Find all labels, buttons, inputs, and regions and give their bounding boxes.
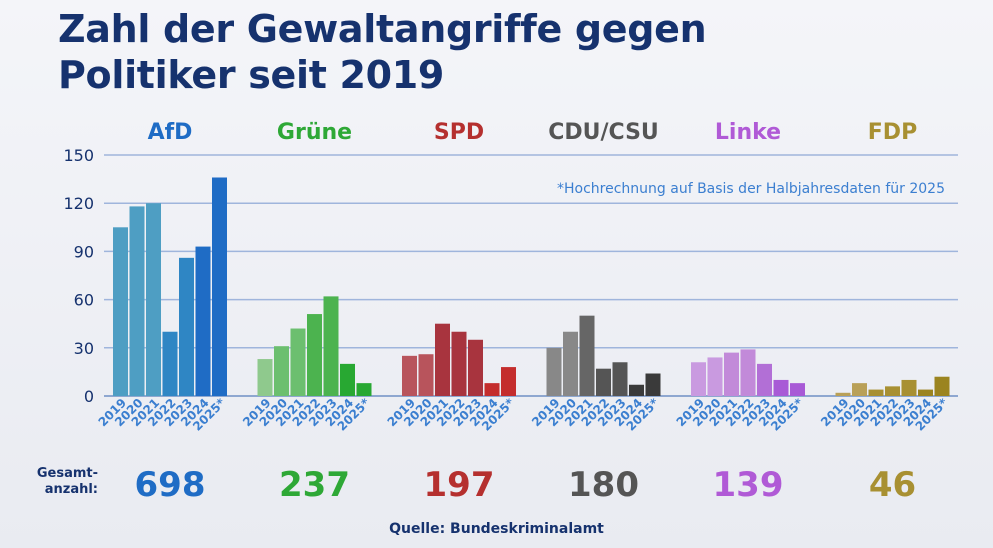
y-tick-label: 30 [74, 339, 94, 358]
bar [901, 379, 917, 396]
total-value: 180 [568, 465, 639, 505]
bar [179, 257, 194, 396]
bar [451, 331, 467, 396]
bar [162, 331, 178, 396]
bar [484, 383, 500, 396]
chart-title: Zahl der Gewaltangriffe gegen Politiker … [58, 6, 707, 98]
bar [402, 355, 417, 396]
bar [835, 392, 851, 396]
title-line-1: Zahl der Gewaltangriffe gegen [58, 7, 707, 51]
bar [501, 367, 516, 396]
bar [563, 331, 578, 396]
bar [596, 368, 611, 396]
total-label-line-2: anzahl: [44, 482, 98, 497]
bar [885, 386, 900, 396]
grid-lines [104, 154, 958, 397]
series-name-label: CDU/CSU [548, 120, 659, 145]
bar [129, 206, 145, 396]
bar [645, 373, 661, 396]
bar [323, 296, 339, 396]
bar-groups: AfD2019202020212022202320242025*698Grüne… [96, 120, 952, 505]
bar [612, 362, 628, 396]
bar [307, 314, 322, 396]
y-tick-label: 90 [74, 242, 94, 261]
series-name-label: Linke [715, 120, 781, 145]
y-tick-label: 0 [84, 387, 94, 406]
total-value: 698 [135, 465, 206, 505]
bar [868, 389, 884, 396]
bar [773, 379, 789, 396]
bar [724, 352, 739, 396]
series-name-label: FDP [868, 120, 917, 145]
y-tick-label: 150 [63, 146, 94, 165]
bar [757, 363, 772, 396]
bar [113, 227, 128, 396]
bar [790, 383, 805, 396]
bar [195, 246, 211, 396]
bar [257, 359, 273, 396]
bar [707, 357, 723, 396]
bar [435, 323, 450, 396]
footnote: *Hochrechnung auf Basis der Halbjahresda… [557, 181, 945, 197]
bar [740, 349, 756, 396]
bar [691, 362, 706, 396]
y-axis-ticks: 0 30 60 90 120 150 [63, 146, 94, 406]
bar [629, 384, 644, 396]
series-name-label: SPD [434, 120, 484, 145]
bar [356, 383, 372, 396]
source-credit: Quelle: Bundeskriminalamt [389, 521, 604, 537]
total-label: Gesamt- anzahl: [28, 466, 98, 498]
bar [418, 354, 434, 396]
series-name-label: AfD [148, 120, 193, 145]
bar [146, 203, 161, 396]
bar [852, 383, 867, 396]
total-value: 46 [869, 465, 916, 505]
bar [340, 363, 355, 396]
total-value: 139 [713, 465, 784, 505]
total-value: 197 [424, 465, 495, 505]
total-label-line-1: Gesamt- [36, 466, 98, 481]
total-value: 237 [279, 465, 350, 505]
title-line-2: Politiker seit 2019 [58, 53, 445, 97]
bar [918, 389, 933, 396]
bar [579, 315, 595, 396]
bar [934, 376, 950, 396]
series-name-label: Grüne [277, 120, 352, 145]
y-tick-label: 120 [63, 194, 94, 213]
bar [274, 346, 289, 396]
bar [546, 347, 562, 396]
y-tick-label: 60 [74, 291, 94, 310]
bar [212, 177, 227, 396]
bar [468, 339, 483, 396]
bar [290, 328, 306, 396]
